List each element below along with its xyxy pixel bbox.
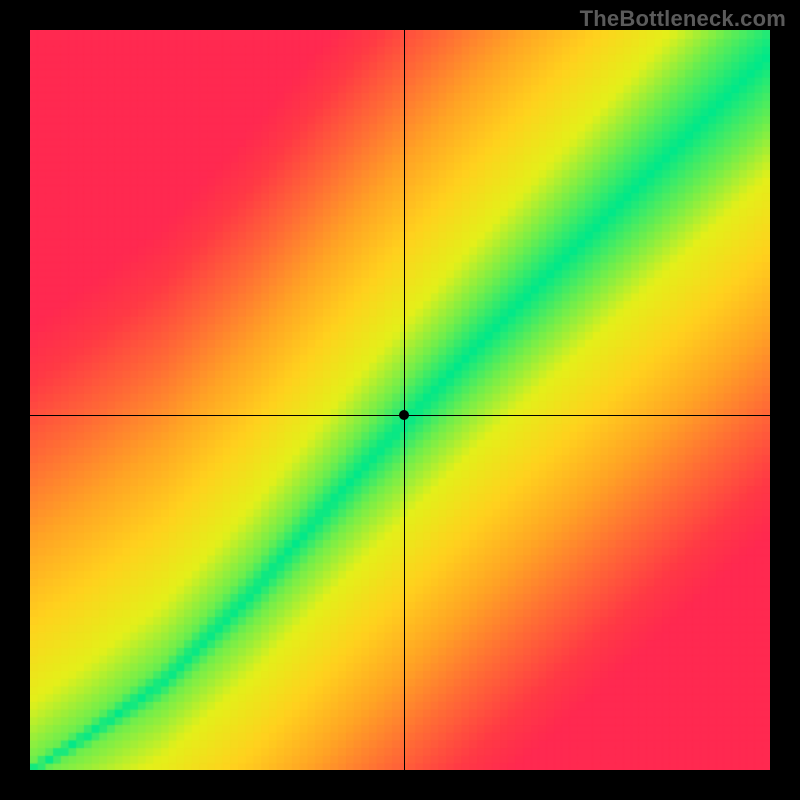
source-watermark: TheBottleneck.com (580, 6, 786, 32)
crosshair-vertical (404, 30, 405, 770)
plot-area (30, 30, 770, 770)
bottleneck-heatmap (30, 30, 770, 770)
selection-marker (399, 410, 409, 420)
